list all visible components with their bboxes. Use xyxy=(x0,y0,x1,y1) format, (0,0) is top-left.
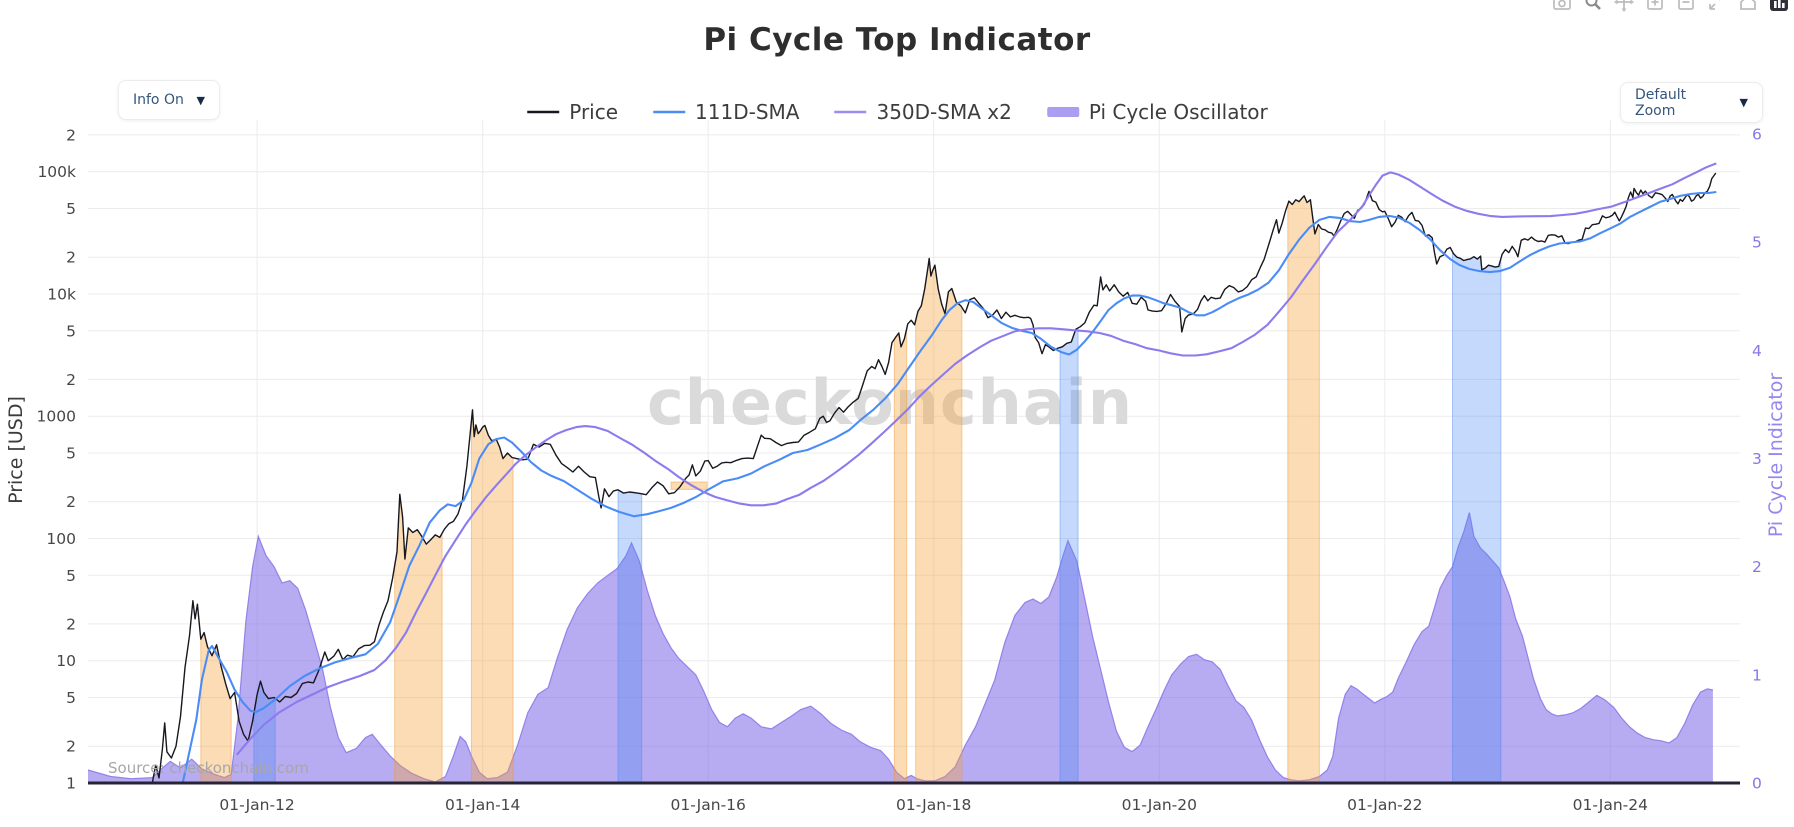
x-tick-label: 01-Jan-12 xyxy=(219,796,294,814)
legend-swatch-icon xyxy=(1046,107,1079,117)
x-tick-label: 01-Jan-20 xyxy=(1122,796,1197,814)
legend-swatch-icon xyxy=(527,110,560,114)
home-icon[interactable] xyxy=(1737,0,1759,13)
price-tick-label: 2 xyxy=(66,126,76,144)
price-tick-label: 10k xyxy=(47,286,76,304)
x-tick-label: 01-Jan-24 xyxy=(1573,796,1648,814)
blue-signal-band xyxy=(1059,327,1079,784)
plotly-modebar xyxy=(1551,0,1790,13)
osc-tick-label: 0 xyxy=(1752,775,1762,793)
legend-item-label: 350D-SMA x2 xyxy=(876,100,1012,124)
info-dropdown[interactable]: Info On ▼ xyxy=(118,80,220,120)
blue-signal-band xyxy=(1452,251,1502,784)
legend-item-111d-sma[interactable]: 111D-SMA xyxy=(652,100,799,124)
price-tick-label: 5 xyxy=(66,322,76,340)
zoom-dropdown[interactable]: Default Zoom ▼ xyxy=(1620,82,1763,123)
chart-legend: Price 111D-SMA 350D-SMA x2 Pi Cycle Oscilla… xyxy=(526,100,1268,124)
price-tick-label: 5 xyxy=(66,200,76,218)
x-tick-label: 01-Jan-16 xyxy=(671,796,746,814)
chevron-down-icon: ▼ xyxy=(1739,96,1748,109)
x-tick-label: 01-Jan-18 xyxy=(896,796,971,814)
zoom-out-icon[interactable] xyxy=(1675,0,1697,13)
price-tick-label: 2 xyxy=(66,371,76,389)
legend-item-label: 111D-SMA xyxy=(695,100,800,124)
x-tick-label: 01-Jan-14 xyxy=(445,796,520,814)
autoscale-icon[interactable] xyxy=(1706,0,1728,13)
price-tick-label: 2 xyxy=(66,249,76,267)
left-axis-title: Price [USD] xyxy=(5,396,27,504)
source-note: Source: checkonchain.com xyxy=(108,759,309,777)
legend-item-pi-cycle-oscillator[interactable]: Pi Cycle Oscillator xyxy=(1046,100,1268,124)
blue-signal-band xyxy=(617,488,643,784)
legend-swatch-icon xyxy=(834,110,867,114)
chevron-down-icon: ▼ xyxy=(196,93,205,107)
sma111-line xyxy=(181,190,1717,784)
plotly-logo[interactable] xyxy=(1768,0,1790,13)
price-tick-label: 2 xyxy=(66,738,76,756)
osc-tick-label: 1 xyxy=(1752,666,1762,684)
osc-tick-label: 3 xyxy=(1752,450,1762,468)
price-tick-label: 2 xyxy=(66,615,76,633)
orange-signal-band xyxy=(1287,195,1320,784)
x-tick-label: 01-Jan-22 xyxy=(1347,796,1422,814)
right-axis-title: Pi Cycle Indicator xyxy=(1765,373,1787,537)
zoom-in-icon[interactable] xyxy=(1644,0,1666,13)
page-title: Pi Cycle Top Indicator xyxy=(703,22,1091,58)
pan-icon[interactable] xyxy=(1613,0,1635,13)
price-tick-label: 1 xyxy=(66,775,76,793)
price-line xyxy=(151,172,1717,784)
legend-item-label: Pi Cycle Oscillator xyxy=(1088,100,1268,124)
osc-tick-label: 2 xyxy=(1752,558,1762,576)
legend-item-label: Price xyxy=(569,100,619,124)
orange-signal-band xyxy=(915,258,963,784)
zoom-icon[interactable] xyxy=(1582,0,1604,13)
sma350x2-line xyxy=(235,162,1717,756)
price-tick-label: 5 xyxy=(66,445,76,463)
osc-tick-label: 5 xyxy=(1752,234,1762,252)
price-tick-label: 5 xyxy=(66,689,76,707)
oscillator-area xyxy=(88,512,1713,783)
price-tick-label: 10 xyxy=(56,652,76,670)
price-tick-label: 2 xyxy=(66,493,76,511)
price-tick-label: 1000 xyxy=(37,408,76,426)
price-tick-label: 100k xyxy=(37,163,76,181)
camera-icon[interactable] xyxy=(1551,0,1573,13)
price-tick-label: 5 xyxy=(66,567,76,585)
legend-swatch-icon xyxy=(653,110,686,114)
osc-tick-label: 4 xyxy=(1752,342,1762,360)
legend-item-350d-sma-x2[interactable]: 350D-SMA x2 xyxy=(833,100,1012,124)
zoom-dropdown-label: Default Zoom xyxy=(1635,86,1687,119)
legend-item-price[interactable]: Price xyxy=(526,100,618,124)
info-dropdown-label: Info On xyxy=(133,92,184,108)
orange-signal-band xyxy=(893,328,908,784)
osc-tick-label: 6 xyxy=(1752,126,1762,144)
price-tick-label: 100 xyxy=(46,530,76,548)
